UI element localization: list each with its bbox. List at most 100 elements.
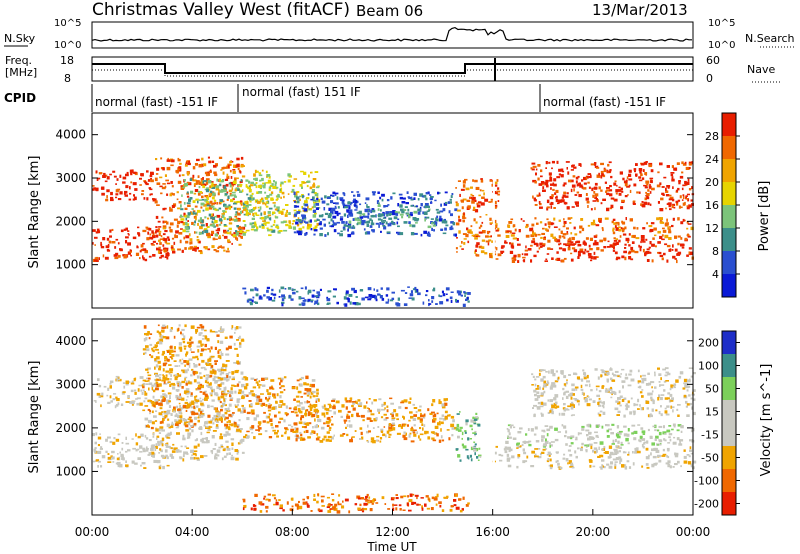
heatmap-cell-band-8 <box>621 464 625 468</box>
heatmap-cell-band-4 <box>265 205 269 208</box>
heatmap-cell-band-3 <box>216 334 220 337</box>
heatmap-cell-band-11 <box>641 177 645 180</box>
heatmap-cell-band-2 <box>234 188 238 191</box>
heatmap-cell-band-2 <box>192 452 197 456</box>
heatmap-cell-band-10 <box>569 222 572 224</box>
heatmap-cell-band-2 <box>201 437 206 440</box>
heatmap-cell-band-5 <box>430 218 434 220</box>
heatmap-cell-band-4 <box>286 209 288 214</box>
heatmap-cell-band-1 <box>136 402 140 406</box>
heatmap-cell-band-9 <box>658 439 662 441</box>
heatmap-cell-band-11 <box>590 163 595 166</box>
heatmap-cell-band-7 <box>364 296 369 299</box>
heatmap-cell-band-0 <box>113 254 118 257</box>
heatmap-cell-band-8 <box>489 222 493 224</box>
heatmap-cell-band-10 <box>673 386 676 389</box>
heatmap-cell-band-3 <box>153 415 157 418</box>
heatmap-cell-band-10 <box>592 223 596 226</box>
heatmap-cell-band-10 <box>570 217 573 219</box>
heatmap-cell-band-11 <box>650 187 655 191</box>
heatmap-cell-band-4 <box>258 184 262 188</box>
heatmap-cell-band-0 <box>94 257 97 259</box>
heatmap-cell-band-11 <box>581 179 584 182</box>
heatmap-cell-band-5 <box>339 197 344 200</box>
heatmap-cell-band-8 <box>607 456 611 459</box>
heatmap-cell-band-9 <box>594 240 597 244</box>
heatmap-cell-band-3 <box>195 231 198 234</box>
heatmap-cell-band-6 <box>260 503 265 506</box>
heatmap-cell-band-3 <box>205 394 208 397</box>
heatmap-cell-band-2 <box>176 450 179 453</box>
heatmap-cell-band-3 <box>178 324 181 327</box>
heatmap-cell-band-3 <box>184 424 189 427</box>
heatmap-cell-band-10 <box>662 227 665 230</box>
freq-right-tick-bottom: 0 <box>706 72 713 85</box>
heatmap-cell-band-3 <box>169 356 173 358</box>
heatmap-cell-band-5 <box>307 405 312 408</box>
heatmap-cell-band-3 <box>197 386 202 390</box>
heatmap-cell-band-2 <box>224 207 228 210</box>
heatmap-cell-band-8 <box>534 453 537 456</box>
heatmap-cell-band-1 <box>127 395 130 398</box>
heatmap-cell-band-0 <box>151 244 155 246</box>
heatmap-cell-band-3 <box>226 421 229 423</box>
heatmap-cell-band-8 <box>677 460 680 464</box>
heatmap-cell-band-5 <box>417 198 420 201</box>
heatmap-cell-band-0 <box>109 440 113 444</box>
heatmap-cell-band-2 <box>209 185 212 189</box>
heatmap-cell-band-11 <box>632 201 635 205</box>
heatmap-cell-band-8 <box>475 244 479 248</box>
heatmap-cell-band-11 <box>531 162 536 165</box>
heatmap-cell-band-11 <box>556 176 560 179</box>
heatmap-cell-band-0 <box>125 460 127 463</box>
heatmap-cell-band-10 <box>573 404 575 408</box>
heatmap-cell-band-6 <box>348 510 351 514</box>
heatmap-cell-band-10 <box>647 372 650 375</box>
freq-label-2: [MHz] <box>5 66 37 79</box>
heatmap-cell-band-9 <box>672 244 674 248</box>
heatmap-cell-band-8 <box>645 447 649 451</box>
heatmap-cell-band-0 <box>161 443 164 447</box>
heatmap-cell-band-2 <box>222 200 225 203</box>
heatmap-cell-band-0 <box>97 230 101 234</box>
heatmap-cell-band-8 <box>606 463 610 466</box>
heatmap-cell-band-5 <box>419 405 422 408</box>
heatmap-cell-band-2 <box>235 217 240 221</box>
heatmap-cell-band-2 <box>230 390 234 395</box>
heatmap-cell-band-11 <box>555 189 559 193</box>
heatmap-cell-band-5 <box>328 221 331 225</box>
heatmap-cell-band-4 <box>301 186 303 189</box>
heatmap-cell-band-4 <box>287 179 291 183</box>
heatmap-cell-band-10 <box>532 232 536 236</box>
heatmap-cell-band-11 <box>560 199 565 203</box>
heatmap-cell-band-10 <box>563 221 567 224</box>
heatmap-cell-band-6 <box>428 499 431 503</box>
heatmap-cell-band-11 <box>670 172 675 174</box>
heatmap-cell-band-8 <box>490 201 493 203</box>
heatmap-cell-band-7 <box>255 301 258 304</box>
heatmap-cell-band-6 <box>369 218 372 221</box>
heatmap-cell-band-9 <box>497 253 502 257</box>
heatmap-cell-band-3 <box>233 202 237 205</box>
heatmap-cell-band-5 <box>334 210 339 215</box>
heatmap-cell-band-2 <box>196 458 200 461</box>
heatmap-cell-band-2 <box>165 179 169 182</box>
heatmap-cell-band-6 <box>334 503 338 507</box>
heatmap-cell-band-2 <box>160 428 164 430</box>
heatmap-cell-band-5 <box>341 221 345 224</box>
heatmap-cell-band-1 <box>117 402 120 406</box>
heatmap-cell-band-7 <box>281 298 285 302</box>
heatmap-cell-band-10 <box>671 406 675 409</box>
heatmap-cell-band-6 <box>441 220 445 224</box>
heatmap-cell-band-2 <box>200 183 203 185</box>
heatmap-cell-band-8 <box>457 180 461 182</box>
heatmap-cell-band-5 <box>347 201 351 205</box>
heatmap-cell-band-8 <box>455 187 457 189</box>
heatmap-cell-band-8 <box>468 206 471 210</box>
heatmap-cell-band-8 <box>475 221 478 224</box>
heatmap-cell-band-7 <box>459 411 461 413</box>
heatmap-cell-band-3 <box>231 194 236 196</box>
colorbar-swatch <box>722 113 736 136</box>
heatmap-cell-band-3 <box>236 225 239 228</box>
heatmap-cell-band-8 <box>460 199 464 203</box>
